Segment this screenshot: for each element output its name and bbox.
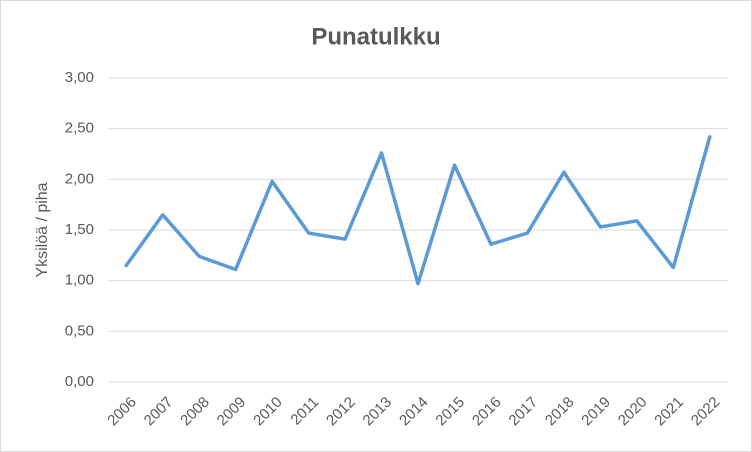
y-tick-label: 0,00: [65, 373, 94, 390]
chart-title: Punatulkku: [311, 23, 440, 50]
y-tick-label: 1,50: [65, 221, 94, 238]
data-line: [124, 135, 712, 286]
y-tick-label: 3,00: [65, 69, 94, 86]
y-axis-label: Yksilöä / piha: [34, 182, 51, 277]
y-tick-label: 0,50: [65, 322, 94, 339]
y-tick-label: 2,00: [65, 170, 94, 187]
y-tick-label: 1,00: [65, 272, 94, 289]
y-tick-label: 2,50: [65, 120, 94, 137]
